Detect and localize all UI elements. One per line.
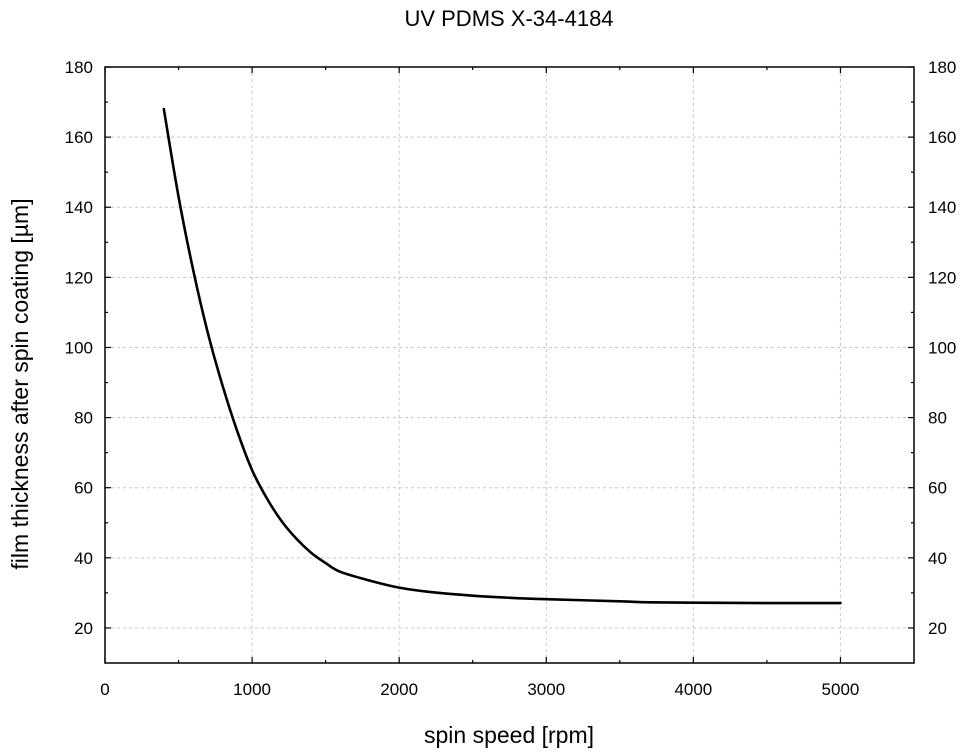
series-line-0 (162, 107, 842, 605)
y-tick-label: 20 (74, 619, 93, 638)
grid (105, 67, 914, 663)
y-right-tick-label: 180 (928, 58, 956, 77)
y-right-tick-label: 60 (928, 479, 947, 498)
y-right-tick-label: 120 (928, 268, 956, 287)
y-tick-label: 80 (74, 409, 93, 428)
x-axis-title: spin speed [rpm] (424, 722, 594, 748)
x-tick-label: 1000 (233, 680, 271, 699)
y-right-tick-label: 160 (928, 128, 956, 147)
y-tick-label: 120 (65, 268, 93, 287)
tick-labels: 0 1000 2000 3000 4000 5000 20 40 60 80 100 120 140 16… (65, 58, 957, 699)
y-tick-label: 160 (65, 128, 93, 147)
y-right-tick-label: 20 (928, 619, 947, 638)
plot-frame (104, 66, 915, 664)
x-tick-label: 0 (100, 680, 109, 699)
chart-title: UV PDMS X-34-4184 (404, 6, 613, 31)
y-right-tick-label: 80 (928, 409, 947, 428)
series-layer (162, 107, 842, 605)
ticks (104, 66, 914, 663)
y-right-tick-label: 140 (928, 198, 956, 217)
x-tick-label: 4000 (674, 680, 712, 699)
y-right-tick-label: 40 (928, 549, 947, 568)
y-tick-label: 140 (65, 198, 93, 217)
y-tick-label: 40 (74, 549, 93, 568)
y-tick-label: 180 (65, 58, 93, 77)
x-tick-label: 5000 (822, 680, 860, 699)
y-axis-title: film thickness after spin coating [µm] (7, 198, 33, 569)
x-tick-label: 2000 (380, 680, 418, 699)
y-right-tick-label: 100 (928, 338, 956, 357)
y-tick-label: 100 (65, 338, 93, 357)
y-tick-label: 60 (74, 479, 93, 498)
x-tick-label: 3000 (527, 680, 565, 699)
